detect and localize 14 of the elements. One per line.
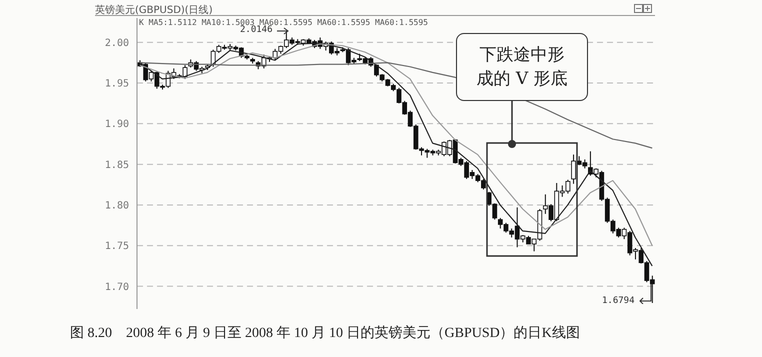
candlestick (571, 154, 576, 184)
y-tick-label: 1.75 (104, 241, 129, 252)
chart-title: 英镑美元(GBPUSD)(日线) (95, 4, 213, 17)
annotation: 下跌途中形成的 V 形底 (475, 44, 569, 91)
annotation: 1.6794 (602, 296, 635, 306)
caption: 图 8.20 2008 年 6 月 9 日至 2008 年 10 月 10 日的英镑美元（GBPUSD）的日K线图 (70, 324, 580, 342)
y-tick-label: 1.85 (104, 160, 129, 171)
y-tick-label: 1.90 (104, 119, 129, 130)
annotation: 2.0146 (240, 25, 273, 35)
y-tick-label: 2.00 (104, 38, 129, 49)
y-tick-label: 1.80 (104, 200, 129, 212)
annotation: K MA5:1.5112 MA10:1.5003 MA60:1.5595 MA60:1.5595 MA60:1.5595 (139, 18, 428, 27)
y-tick-label: 1.70 (104, 282, 129, 293)
y-tick-label: 1.95 (104, 78, 129, 90)
